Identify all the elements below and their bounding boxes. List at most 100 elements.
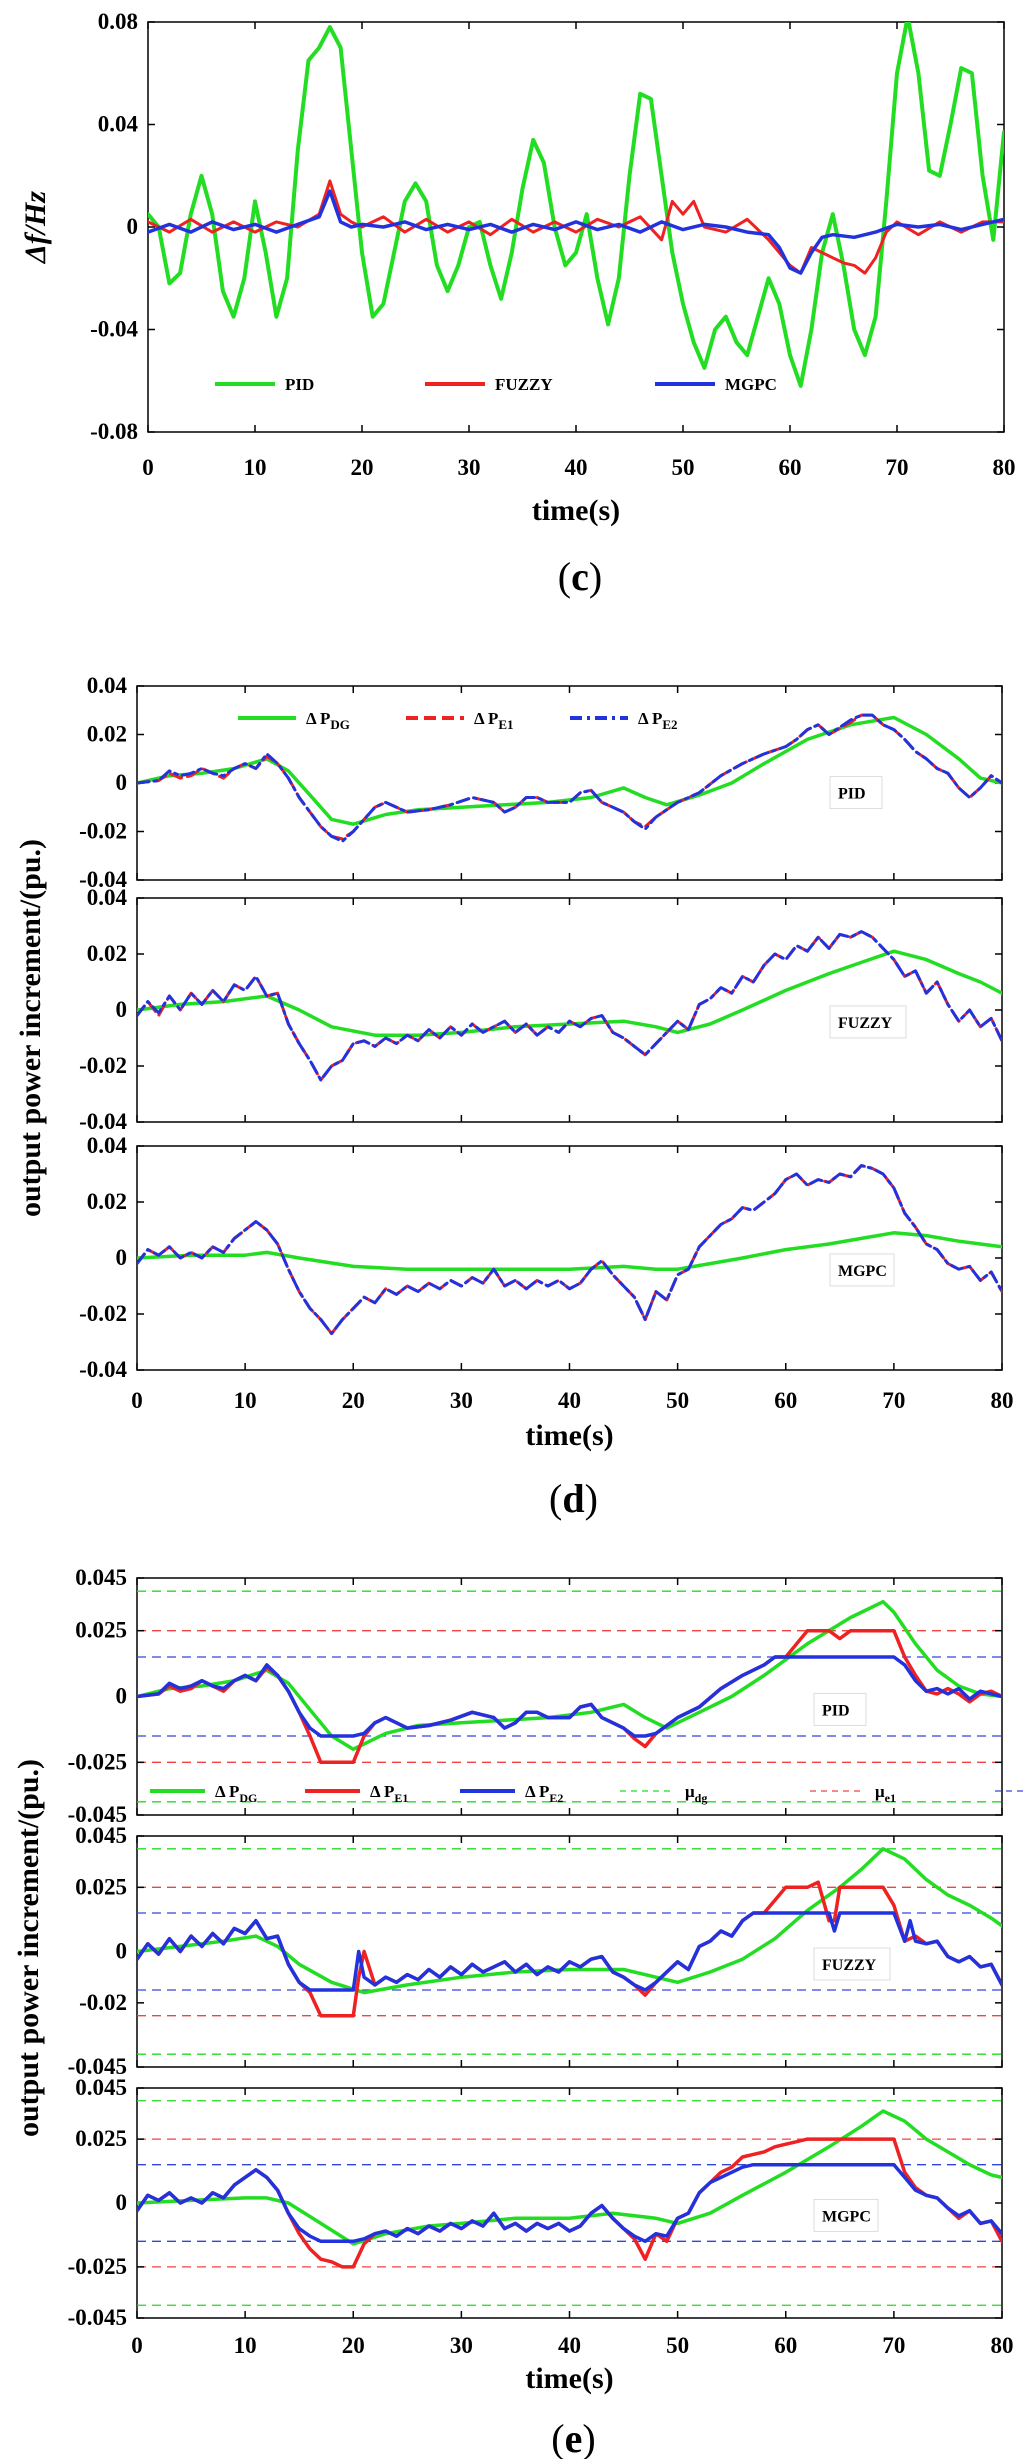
y-tick-label: 0.045 bbox=[75, 2075, 127, 2100]
y-tick-label: -0.02 bbox=[79, 1301, 127, 1326]
legend-item: Δ PE2 bbox=[570, 709, 678, 732]
panel-letter-char: d bbox=[562, 1476, 584, 1521]
legend-label-main: μ bbox=[875, 1782, 885, 1801]
panel-letter: (e) bbox=[551, 2416, 595, 2459]
legend-item: μe1 bbox=[810, 1782, 896, 1805]
y-axis-title: output power increment/(pu.) bbox=[12, 1759, 45, 2137]
y-tick-label: -0.04 bbox=[79, 1357, 127, 1382]
panel-letter-paren: ( bbox=[551, 2416, 564, 2459]
x-tick-label: 80 bbox=[993, 455, 1016, 480]
legend-label: Δ PE2 bbox=[638, 709, 678, 732]
legend-label-sub: DG bbox=[330, 717, 350, 732]
legend-label: PID bbox=[285, 375, 314, 394]
legend-item: MGPC bbox=[655, 375, 777, 394]
legend-item: μdg bbox=[620, 1782, 707, 1805]
y-axis-title: Δf/Hz bbox=[19, 191, 52, 264]
y-tick-label: -0.02 bbox=[79, 819, 127, 844]
panel-letter-paren: ) bbox=[589, 554, 602, 599]
series-line bbox=[148, 179, 1004, 275]
legend-label-sub: E1 bbox=[498, 717, 513, 732]
y-tick-label: 0.02 bbox=[87, 1189, 127, 1214]
y-tick-label: 0.02 bbox=[87, 722, 127, 747]
y-axis-title: output power increment/(pu.) bbox=[14, 839, 47, 1217]
legend-label: Δ PE1 bbox=[370, 1782, 408, 1805]
series-line bbox=[137, 930, 1002, 1082]
y-tick-label: 0.04 bbox=[87, 673, 128, 698]
y-tick-label: -0.045 bbox=[68, 2054, 127, 2079]
note-box bbox=[813, 1692, 867, 1726]
panel-letter: (c) bbox=[558, 554, 602, 599]
panel-letter-paren: ( bbox=[549, 1476, 562, 1521]
legend-label-main: MGPC bbox=[725, 375, 777, 394]
x-tick-label: 20 bbox=[351, 455, 374, 480]
x-axis-title: time(s) bbox=[532, 494, 620, 527]
x-tick-label: 40 bbox=[565, 455, 588, 480]
legend-label-main: FUZZY bbox=[495, 375, 553, 394]
subplot-e-3: 0.045 0.025 0 -0.025 -0.045 MGPC bbox=[68, 2075, 1003, 2330]
y-tick-label: 0 bbox=[116, 2190, 128, 2215]
legend-item: μe2 bbox=[995, 1790, 1024, 1792]
y-tick-label: 0.08 bbox=[98, 9, 138, 34]
panel-d: 0.04 0.02 0 -0.02 -0.04 PID 0.04 0.02 0 -0.02 -0.0… bbox=[14, 673, 1014, 1521]
x-tick-label: 60 bbox=[774, 2333, 797, 2358]
y-tick-label: 0 bbox=[127, 214, 139, 239]
legend-label: FUZZY bbox=[495, 375, 553, 394]
x-tick-label: 0 bbox=[142, 455, 154, 480]
y-tick-label: 0.025 bbox=[75, 1874, 127, 1899]
x-tick-label: 40 bbox=[558, 2333, 581, 2358]
y-tick-label: 0 bbox=[116, 1939, 128, 1964]
legend-label: Δ PDG bbox=[306, 709, 350, 732]
note-box bbox=[829, 1005, 907, 1039]
y-tick-label: 0.045 bbox=[75, 1823, 127, 1848]
series-line bbox=[137, 1847, 1002, 1995]
x-tick-label: 10 bbox=[234, 2333, 257, 2358]
series-line bbox=[137, 1599, 1002, 1751]
series-line bbox=[148, 189, 1004, 275]
panel-letter-paren: ( bbox=[558, 554, 571, 599]
x-tick-label: 20 bbox=[342, 2333, 365, 2358]
series-line bbox=[137, 2109, 1002, 2246]
legend-item: Δ PDG bbox=[150, 1782, 257, 1805]
legend-label-main: Δ P bbox=[306, 709, 330, 728]
y-tick-label: -0.045 bbox=[68, 1802, 127, 1827]
y-tick-label: 0.04 bbox=[87, 1133, 128, 1158]
legend-label: Δ PE1 bbox=[474, 709, 514, 732]
x-tick-label: 0 bbox=[131, 1388, 143, 1413]
subplot-note: FUZZY bbox=[838, 1015, 893, 1032]
legend-label: μdg bbox=[685, 1782, 707, 1805]
legend-label-sub: DG bbox=[239, 1791, 257, 1805]
y-tick-label: -0.045 bbox=[68, 2305, 127, 2330]
subplot-note: FUZZY bbox=[822, 1957, 877, 1974]
x-tick-label: 30 bbox=[450, 1388, 473, 1413]
legend-label: Δ PDG bbox=[215, 1782, 257, 1805]
subplot-d-3: 0.04 0.02 0 -0.02 -0.04 MGPC bbox=[79, 1133, 1003, 1382]
legend-item: PID bbox=[215, 375, 314, 394]
y-tick-label: 0.02 bbox=[87, 941, 127, 966]
x-tick-label: 30 bbox=[450, 2333, 473, 2358]
subplot-d-1: 0.04 0.02 0 -0.02 -0.04 PID bbox=[79, 673, 1003, 892]
subplot-note: MGPC bbox=[838, 1263, 887, 1280]
series-line bbox=[137, 1164, 1002, 1336]
series-line bbox=[137, 949, 1002, 1037]
legend-label-main: PID bbox=[285, 375, 314, 394]
x-tick-label: 20 bbox=[342, 1388, 365, 1413]
y-tick-label: 0 bbox=[116, 997, 128, 1022]
y-tick-label: 0.04 bbox=[98, 112, 139, 137]
plot-area bbox=[136, 1577, 1003, 1816]
panel-letter: (d) bbox=[549, 1476, 598, 1521]
y-tick-label: 0 bbox=[116, 770, 128, 795]
y-tick-label: -0.08 bbox=[90, 419, 138, 444]
x-tick-label: 60 bbox=[779, 455, 802, 480]
x-tick-label: 50 bbox=[666, 2333, 689, 2358]
x-tick-label: 30 bbox=[458, 455, 481, 480]
legend-label-main: Δ P bbox=[525, 1782, 549, 1801]
legend-label-sub: E2 bbox=[549, 1791, 563, 1805]
y-tick-label: -0.02 bbox=[79, 1053, 127, 1078]
series-line bbox=[137, 713, 1002, 843]
legend-label-sub: dg bbox=[695, 1791, 708, 1805]
y-tick-label: -0.025 bbox=[68, 1749, 127, 1774]
legend-label-main: Δ P bbox=[215, 1782, 239, 1801]
y-tick-label: -0.04 bbox=[79, 867, 127, 892]
panel-e: 0.0450.0250-0.025-0.045PID0.0450.0250-0.… bbox=[12, 1565, 1024, 2459]
legend-label: MGPC bbox=[725, 375, 777, 394]
